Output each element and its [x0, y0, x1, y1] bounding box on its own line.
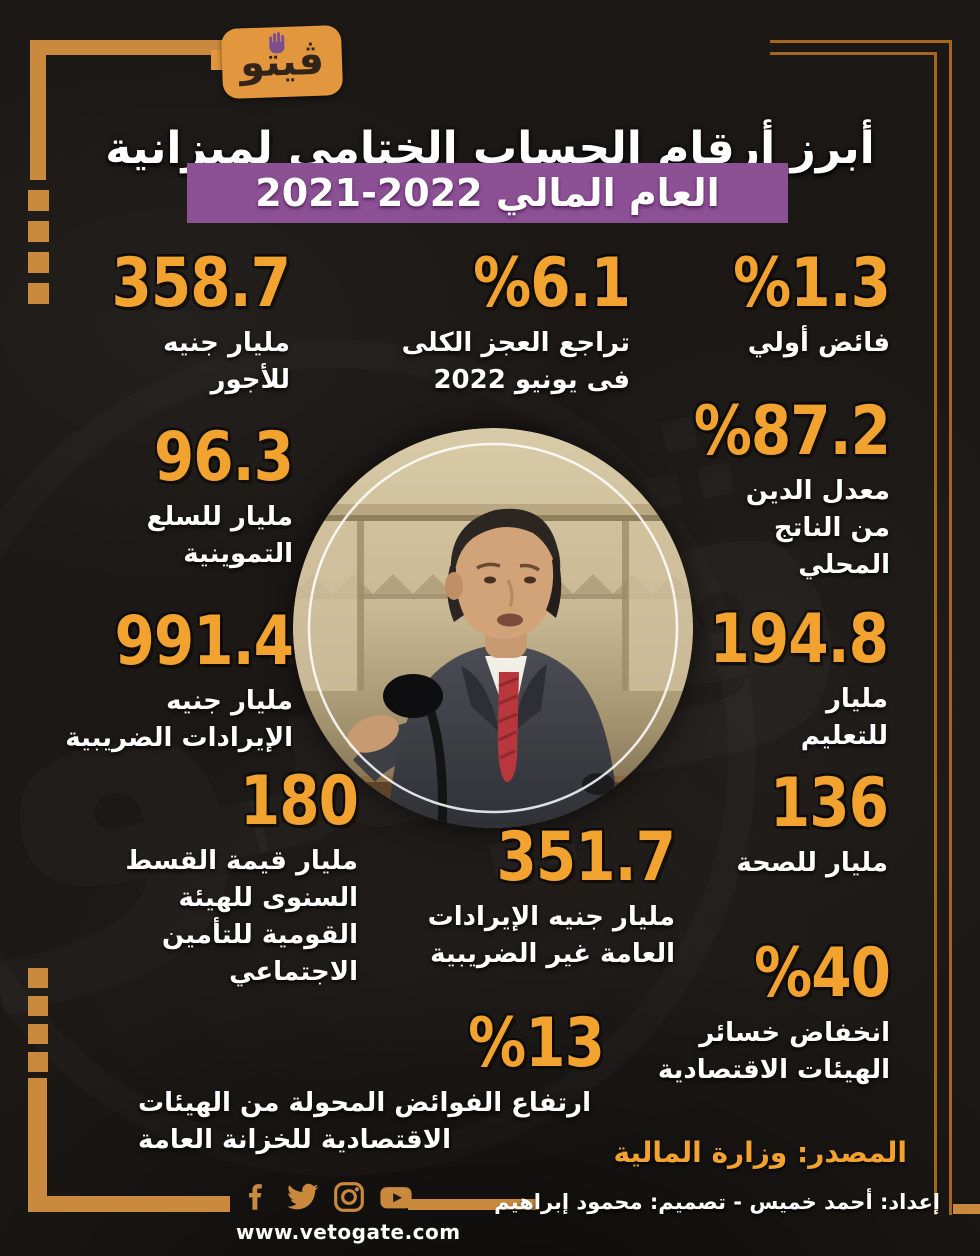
stat-health-value: 136	[769, 763, 889, 843]
stat-primary-surplus: %1.3 فائض أولي	[733, 243, 891, 362]
stat-transferred-surpluses-label: ارتفاع الفوائض المحولة من الهيئات الاقتص…	[138, 1087, 592, 1155]
top-left-bracket-vertical	[30, 40, 46, 180]
minister-photo	[293, 428, 693, 828]
youtube-icon[interactable]	[379, 1180, 413, 1214]
stat-debt-ratio-value: %87.2	[693, 391, 891, 471]
stat-nontax-revenues-label: مليار جنيه الإيرادات العامة غير الضريبية	[427, 901, 675, 969]
stat-social-insurance: 180 مليار قيمة القسط السنوى للهيئة القوم…	[125, 761, 359, 991]
stat-nontax-revenues-value: 351.7	[496, 817, 676, 897]
stat-transferred-surpluses-value: %13	[468, 1003, 605, 1083]
stat-wages: 358.7 مليار جنيه للأجور	[111, 243, 291, 399]
decor-square	[28, 283, 49, 304]
stat-wages-value: 358.7	[111, 243, 291, 323]
stat-primary-surplus-value: %1.3	[733, 243, 891, 323]
credits-text: إعداد: أحمد خميس - تصميم: محمود إبراهيم	[494, 1190, 940, 1214]
decor-square	[28, 996, 48, 1016]
stat-tax-revenues-value: 991.4	[114, 601, 294, 681]
stat-tax-revenues: 991.4 مليار جنيه الإيرادات الضريبية	[65, 601, 294, 757]
stat-tax-revenues-label: مليار جنيه الإيرادات الضريبية	[65, 685, 293, 753]
stat-debt-ratio: %87.2 معدل الدين من الناتج المحلي	[693, 391, 891, 584]
source-note: المصدر: وزارة المالية	[613, 1136, 907, 1169]
twitter-icon[interactable]	[285, 1180, 319, 1214]
veto-logo[interactable]: ڤيتو	[220, 24, 344, 100]
stat-education: 194.8 مليار للتعليم	[709, 599, 889, 755]
decor-square	[28, 1024, 48, 1044]
fiscal-year-banner: العام المالي 2022-2021	[187, 163, 788, 223]
stat-transferred-surpluses: %13 ارتفاع الفوائض المحولة من الهيئات ال…	[138, 1003, 605, 1159]
stat-health-label: مليار للصحة	[736, 847, 888, 878]
facebook-icon[interactable]	[238, 1180, 272, 1214]
stat-wages-label: مليار جنيه للأجور	[163, 327, 290, 395]
stat-economic-losses: %40 انخفاض خسائر الهيئات الاقتصادية	[657, 933, 891, 1089]
bottom-left-bracket-vertical	[28, 1078, 47, 1212]
minister-photo-illustration	[293, 428, 693, 828]
footer-right-dash	[953, 1204, 980, 1214]
stat-deficit-label: تراجع العجز الكلى فى يونيو 2022	[401, 327, 630, 395]
stat-deficit: %6.1 تراجع العجز الكلى فى يونيو 2022	[401, 243, 631, 399]
stat-social-insurance-label: مليار قيمة القسط السنوى للهيئة القومية ل…	[125, 845, 358, 987]
decor-square	[28, 190, 49, 211]
stat-primary-surplus-label: فائض أولي	[747, 327, 890, 358]
top-right-line-inner	[770, 52, 937, 55]
stat-economic-losses-value: %40	[754, 933, 891, 1013]
stat-debt-ratio-label: معدل الدين من الناتج المحلي	[745, 475, 890, 580]
stat-subsidized-goods-value: 96.3	[153, 417, 294, 497]
stat-nontax-revenues: 351.7 مليار جنيه الإيرادات العامة غير ال…	[427, 817, 676, 973]
top-right-line-outer	[770, 40, 952, 43]
stat-social-insurance-value: 180	[239, 761, 359, 841]
stat-health: 136 مليار للصحة	[736, 763, 889, 882]
bottom-left-bracket-horizontal	[28, 1196, 230, 1212]
stat-education-value: 194.8	[709, 599, 889, 679]
stat-deficit-value: %6.1	[473, 243, 631, 323]
stat-education-label: مليار للتعليم	[800, 683, 888, 751]
stat-subsidized-goods: 96.3 مليار للسلع التموينية	[146, 417, 294, 573]
footer-divider-line	[408, 1199, 538, 1210]
veto-hand-icon	[269, 32, 285, 54]
decor-square	[28, 1052, 48, 1072]
right-line-outer	[949, 40, 952, 1215]
top-left-bracket-horizontal	[30, 40, 226, 55]
website-link[interactable]: www.vetogate.com	[236, 1220, 461, 1244]
decor-square	[28, 221, 49, 242]
social-links	[238, 1180, 413, 1214]
stat-subsidized-goods-label: مليار للسلع التموينية	[146, 501, 293, 569]
stat-economic-losses-label: انخفاض خسائر الهيئات الاقتصادية	[657, 1017, 890, 1085]
right-line-inner	[934, 52, 937, 1215]
instagram-icon[interactable]	[332, 1180, 366, 1214]
decor-square	[28, 968, 48, 988]
decor-square	[28, 252, 49, 273]
